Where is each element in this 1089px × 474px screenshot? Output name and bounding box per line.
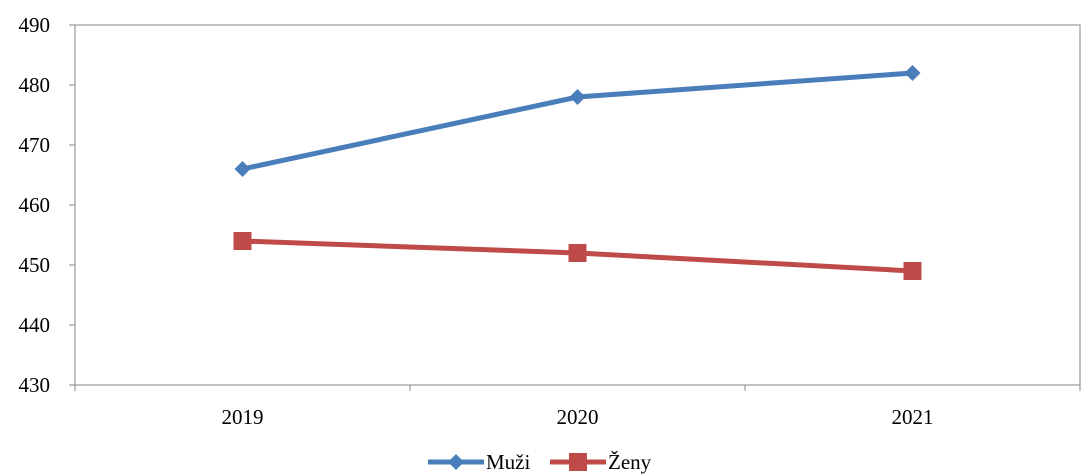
y-axis: 430 440 450 460 470 480 490 (19, 13, 75, 397)
series-muzi (234, 65, 921, 177)
data-point-muzi (234, 161, 251, 177)
plot-area (74, 24, 1081, 386)
data-point-muzi (904, 65, 921, 81)
y-tick-label: 490 (19, 13, 51, 37)
x-tick-label: 2020 (557, 405, 599, 429)
y-tick-label: 470 (19, 133, 51, 157)
legend-label-muzi: Muži (486, 450, 530, 474)
data-point-zeny (568, 244, 587, 262)
y-tick-label: 480 (19, 73, 51, 97)
x-tick-label: 2021 (892, 405, 934, 429)
series-zeny (233, 232, 922, 280)
y-tick-label: 460 (19, 193, 51, 217)
data-point-muzi (569, 89, 586, 105)
data-point-zeny (233, 232, 252, 250)
legend-item-zeny: Ženy (550, 450, 652, 474)
legend-marker-muzi (448, 454, 464, 470)
legend-item-muzi: Muži (428, 450, 530, 474)
x-axis: 2019 2020 2021 (74, 385, 1081, 429)
legend-label-zeny: Ženy (608, 450, 652, 474)
legend: Muži Ženy (428, 450, 652, 474)
series-line-muzi (240, 70, 915, 172)
y-tick-label: 450 (19, 253, 51, 277)
y-tick-label: 440 (19, 313, 51, 337)
series-layer (233, 65, 922, 280)
y-tick-label: 430 (19, 373, 51, 397)
plot-border (74, 24, 1081, 386)
x-tick-label: 2019 (222, 405, 264, 429)
legend-marker-zeny (569, 453, 587, 471)
data-point-zeny (903, 262, 922, 280)
